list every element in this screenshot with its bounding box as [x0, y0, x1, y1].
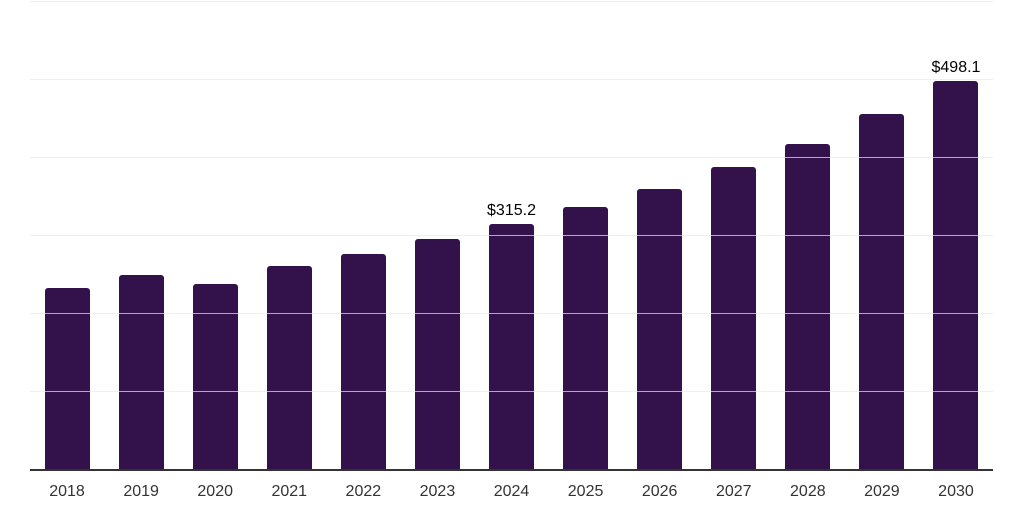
bar-2023 [414, 239, 460, 470]
x-tick-label-2022: 2022 [345, 483, 382, 500]
bar-2026 [637, 189, 683, 470]
plot-area: $315.2 $498.1 [30, 1, 993, 470]
x-tick-label-2025: 2025 [567, 483, 604, 500]
bar-slot-2024: $315.2 [474, 2, 548, 470]
bar-slot-2029 [845, 2, 919, 470]
x-axis-line [30, 469, 993, 471]
bar-slot-2026 [623, 2, 697, 470]
bar-2025 [563, 207, 609, 470]
bar-2020 [192, 283, 238, 470]
x-tick-label-2028: 2028 [790, 483, 826, 500]
bar-slot-2030: $498.1 [919, 2, 993, 470]
bar-2018 [44, 288, 90, 470]
x-axis-labels: 2018 2019 2020 2021 2022 2023 2024 2025 2026 2027… [30, 482, 993, 501]
x-tick-label-2023: 2023 [419, 483, 456, 500]
bar-slot-2021 [252, 2, 326, 470]
x-tick-label-2030: 2030 [938, 483, 974, 500]
bar-value-label-2024: $315.2 [487, 202, 536, 220]
bar-slot-2022 [326, 2, 400, 470]
bar-2028 [785, 143, 831, 470]
x-tick-label-2024: 2024 [493, 483, 530, 500]
bar-slot-2023 [400, 2, 474, 470]
bar-slot-2028 [771, 2, 845, 470]
x-tick-label-2019: 2019 [123, 483, 159, 500]
bar-2021 [266, 266, 312, 470]
bar-slot-2018 [30, 2, 104, 470]
x-tick-label-2021: 2021 [271, 483, 308, 500]
bar-slot-2019 [104, 2, 178, 470]
x-tick-label-2027: 2027 [715, 483, 752, 500]
x-tick-label-2018: 2018 [49, 483, 85, 500]
bar-2019 [118, 274, 164, 470]
bar-2022 [340, 253, 386, 470]
x-tick-label-2026: 2026 [641, 483, 678, 500]
bar-slot-2025 [549, 2, 623, 470]
bar-value-label-2030: $498.1 [931, 59, 981, 77]
bar-series: $315.2 $498.1 [30, 2, 993, 470]
x-tick-label-2029: 2029 [864, 483, 900, 500]
bar-2029 [859, 114, 905, 470]
bar-2024 [489, 224, 534, 470]
bar-slot-2027 [697, 2, 771, 470]
x-tick-label-2020: 2020 [197, 483, 233, 500]
bar-slot-2020 [178, 2, 252, 470]
bar-2030 [933, 81, 979, 470]
bar-2027 [711, 167, 757, 470]
